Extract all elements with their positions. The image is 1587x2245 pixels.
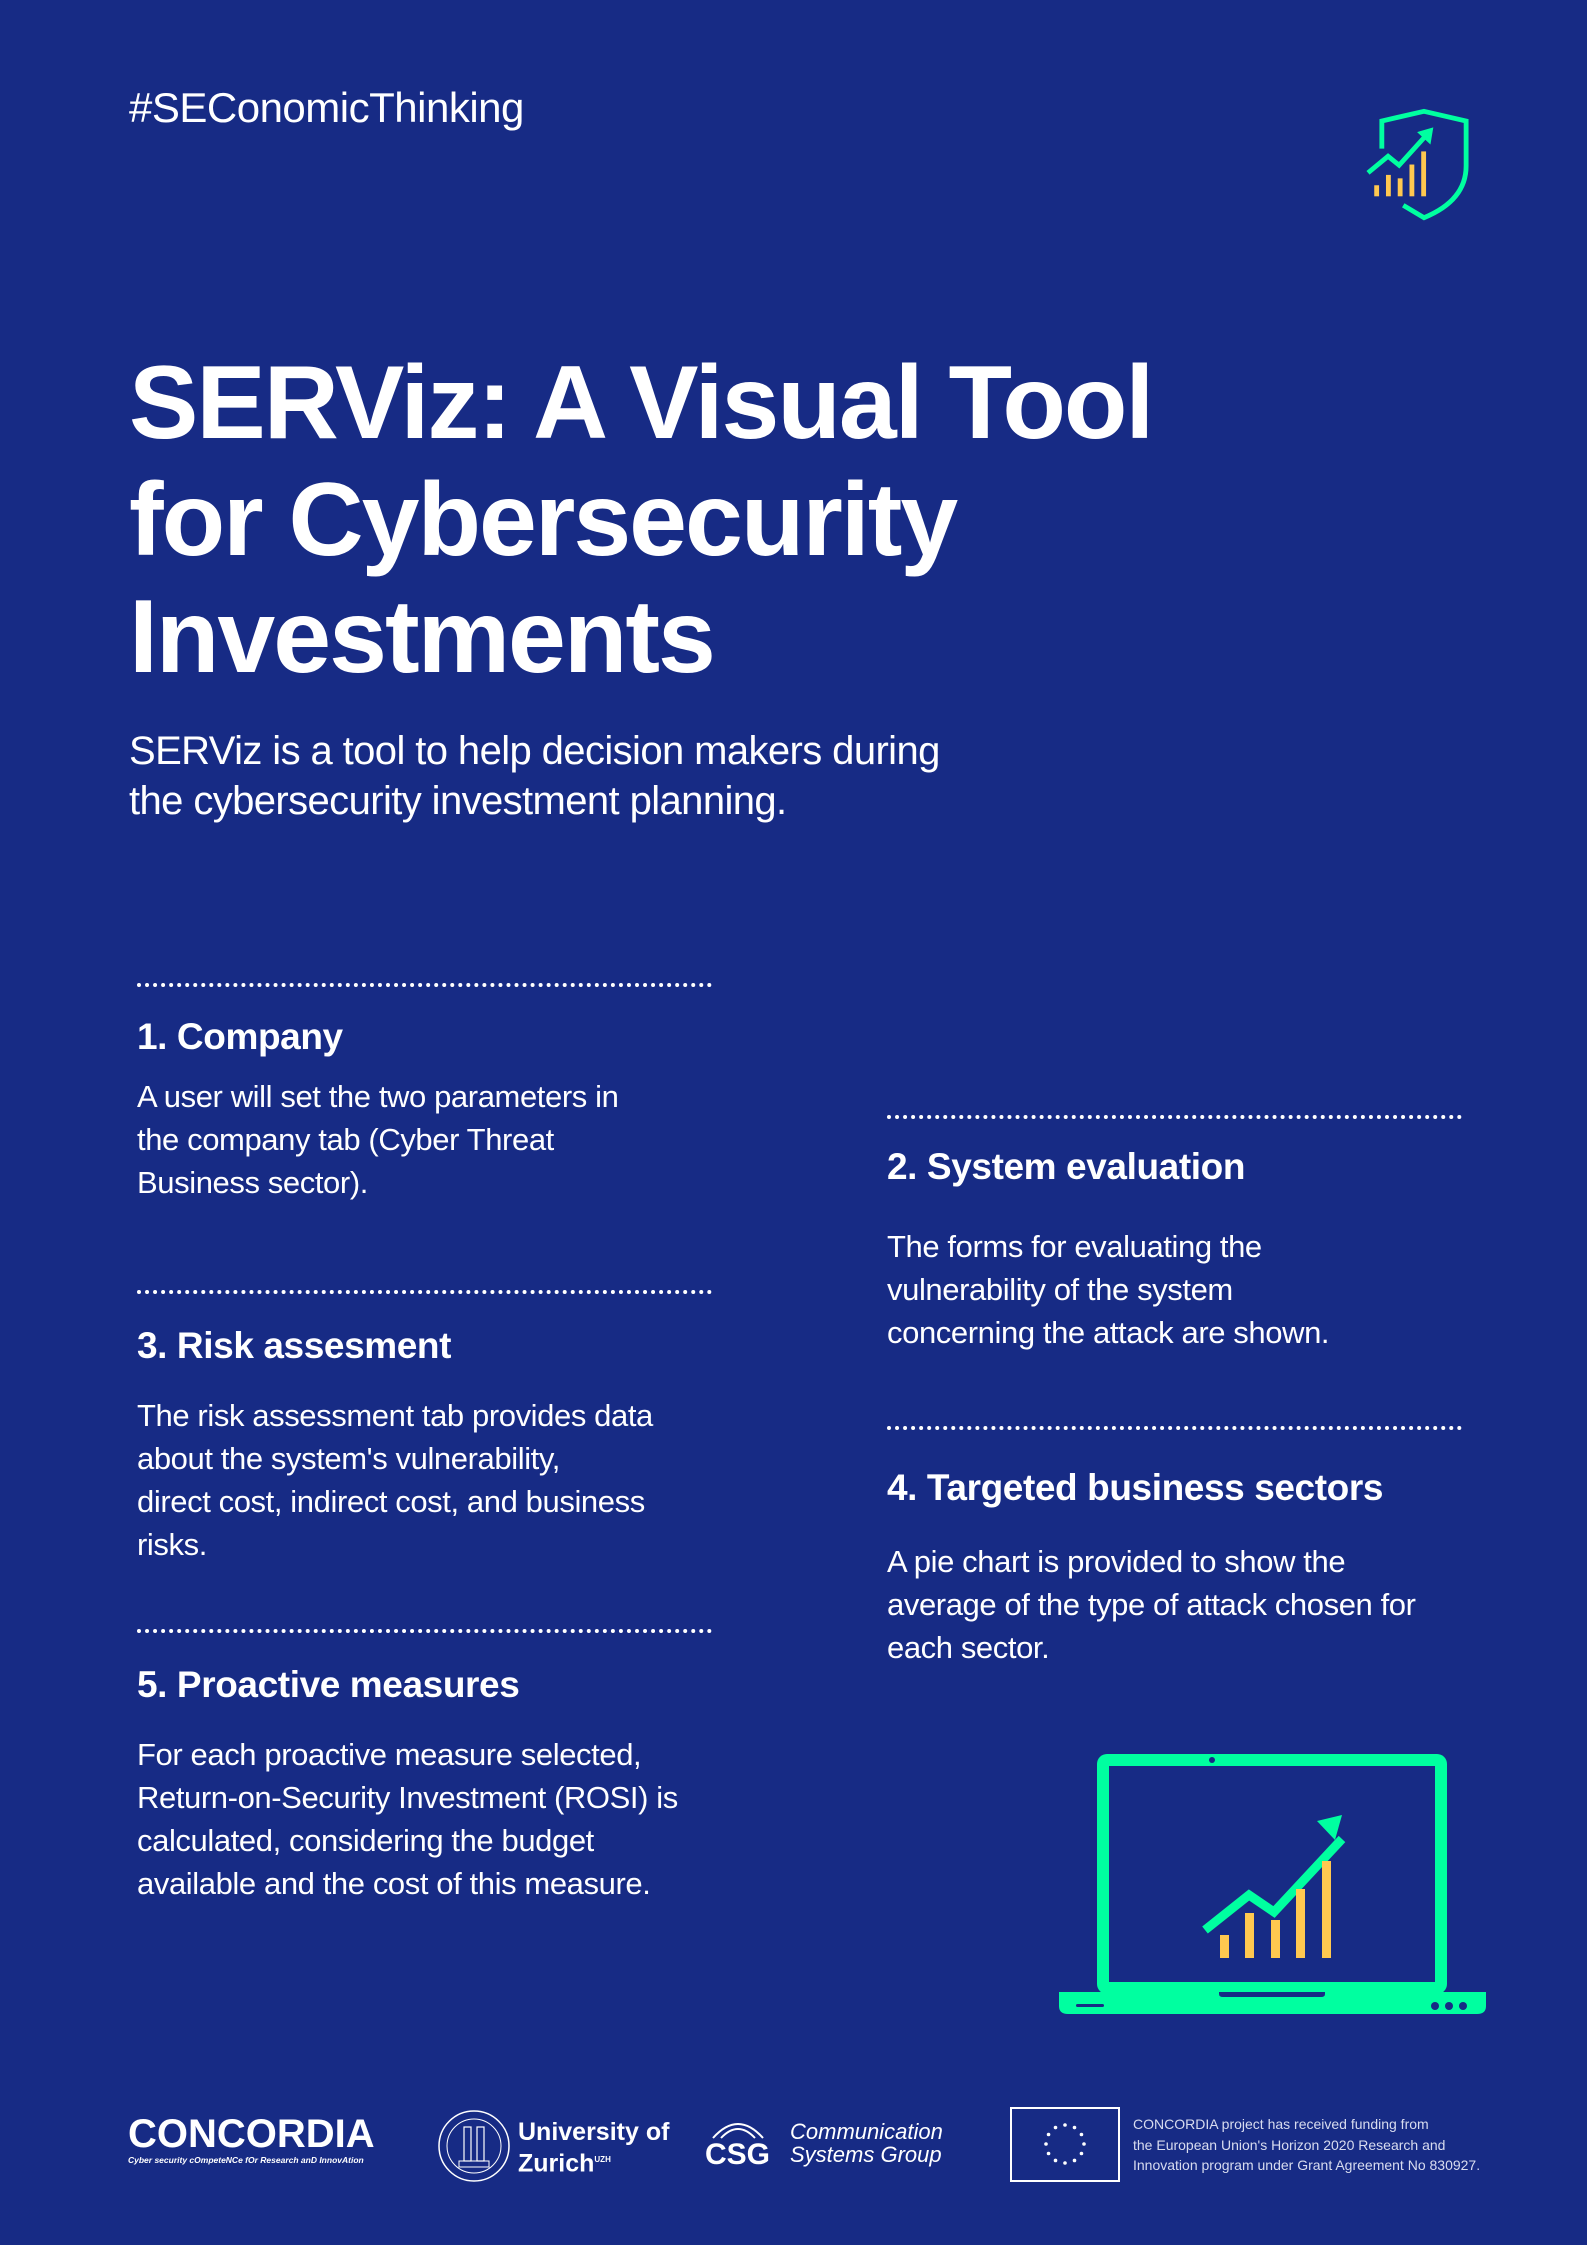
title-line: SERViz: A Visual Tool	[129, 345, 1154, 461]
section-body: A user will set the two parameters in the…	[137, 1079, 619, 1200]
dotted-divider	[887, 1115, 1462, 1119]
dotted-divider	[887, 1426, 1462, 1430]
section-targeted-business-sectors: 4. Targeted business sectors A pie chart…	[887, 1426, 1487, 1669]
section-heading: 5. Proactive measures	[137, 1664, 520, 1705]
eu-star-icon	[1072, 2125, 1077, 2130]
title-line: Investments	[129, 579, 716, 695]
hashtag: #SEConomicThinking	[129, 84, 524, 131]
section-body: The risk assessment tab provides data abo…	[137, 1398, 653, 1562]
section-system-evaluation: 2. System evaluation The forms for evalu…	[887, 1115, 1487, 1354]
section-body: For each proactive measure selected, Retu…	[137, 1737, 678, 1901]
section-body: The forms for evaluating the vulnerabilit…	[887, 1229, 1330, 1350]
section-body: A pie chart is provided to show the avera…	[887, 1544, 1416, 1665]
section-risk-assessment: 3. Risk assesment The risk assessment ta…	[137, 1290, 737, 1566]
title-line: for Cybersecurity	[129, 462, 958, 578]
eu-star-icon	[1063, 2161, 1067, 2165]
section-heading: 2. System evaluation	[887, 1146, 1246, 1187]
eu-star-icon	[1044, 2142, 1048, 2146]
eu-star-icon	[1079, 2151, 1084, 2156]
dotted-divider	[137, 1629, 712, 1633]
eu-star-icon	[1082, 2142, 1086, 2146]
section-heading: 1. Company	[137, 1016, 343, 1057]
eu-flag-icon	[1010, 2107, 1120, 2182]
uzh-logo: University of ZurichUZH	[518, 2118, 670, 2178]
section-heading: 4. Targeted business sectors	[887, 1467, 1384, 1508]
eu-star-icon	[1053, 2158, 1058, 2163]
section-company: 1. Company A user will set the two param…	[137, 983, 737, 1204]
subtitle-line: the cybersecurity investment planning.	[129, 779, 787, 823]
csg-waves-icon	[712, 2123, 764, 2139]
uzh-seal-icon	[438, 2110, 510, 2182]
eu-star-icon	[1053, 2125, 1058, 2130]
subtitle-line: SERViz is a tool to help decision makers…	[129, 729, 940, 773]
dotted-divider	[137, 1290, 712, 1294]
shield-chart-icon	[1366, 108, 1469, 221]
page-title: SERViz: A Visual Tool for Cybersecurity …	[129, 345, 1154, 696]
subtitle: SERViz is a tool to help decision makers…	[129, 726, 940, 826]
eu-star-icon	[1046, 2132, 1051, 2137]
eu-star-icon	[1072, 2158, 1077, 2163]
eu-star-icon	[1063, 2123, 1067, 2127]
funding-notice: CONCORDIA project has received funding f…	[1133, 2116, 1481, 2173]
laptop-chart-icon	[1059, 1754, 1486, 2014]
section-proactive-measures: 5. Proactive measures For each proactive…	[137, 1629, 737, 1905]
dotted-divider	[137, 983, 712, 987]
concordia-logo: CONCORDIA Cyber security cOmpeteNCe fOr …	[128, 2112, 375, 2165]
section-heading: 3. Risk assesment	[137, 1325, 452, 1366]
eu-star-icon	[1079, 2132, 1084, 2137]
eu-star-icon	[1046, 2151, 1051, 2156]
